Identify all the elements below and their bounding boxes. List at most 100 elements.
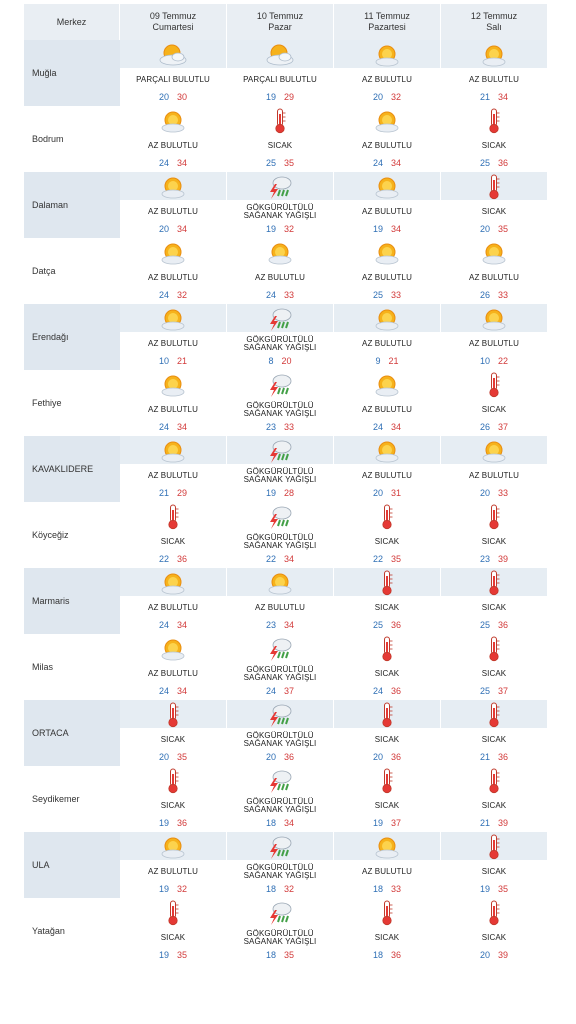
forecast-description: GÖKGÜRÜLTÜLÜ SAĞANAK YAĞIŞLI	[243, 533, 317, 550]
max-temperature: 35	[177, 950, 188, 960]
sun-cloud-icon	[160, 172, 186, 202]
temperature-range: 24 36	[373, 684, 401, 698]
sun-cloud-icon	[374, 238, 400, 268]
min-temperature: 20	[479, 488, 490, 498]
thunderstorm-icon	[266, 370, 294, 400]
forecast-cell: SICAK 19 35	[120, 898, 227, 964]
min-temperature: 26	[479, 422, 490, 432]
forecast-description: GÖKGÜRÜLTÜLÜ SAĞANAK YAĞIŞLI	[243, 731, 317, 748]
forecast-description: AZ BULUTLU	[362, 141, 412, 150]
max-temperature: 34	[177, 422, 188, 432]
forecast-description: SICAK	[481, 801, 507, 810]
city-name: Seydikemer	[32, 794, 80, 804]
thermometer-icon	[380, 766, 394, 796]
thermometer-icon	[487, 502, 501, 532]
max-temperature: 36	[177, 818, 188, 828]
thermometer-icon	[166, 502, 180, 532]
forecast-description: AZ BULUTLU	[148, 405, 198, 414]
thermometer-icon	[487, 370, 501, 400]
max-temperature: 20	[281, 356, 292, 366]
city-row: Bodrum AZ BULUTLU 24 34 SICAK 25 35 AZ BULUTLU 2…	[24, 106, 548, 172]
header-date: 11 Temmuz	[364, 11, 410, 21]
temperature-range: 21 29	[159, 486, 187, 500]
forecast-description: GÖKGÜRÜLTÜLÜ SAĞANAK YAĞIŞLI	[243, 401, 317, 418]
temperature-range: 18 33	[373, 882, 401, 896]
thunderstorm-icon	[266, 898, 294, 928]
min-temperature: 25	[479, 620, 490, 630]
temperature-range: 22 36	[159, 552, 187, 566]
temperature-range: 21 39	[480, 816, 508, 830]
forecast-cell: AZ BULUTLU 24 34	[334, 106, 441, 172]
forecast-cell: AZ BULUTLU 20 33	[441, 436, 548, 502]
city-name: Muğla	[24, 40, 120, 106]
max-temperature: 29	[284, 92, 295, 102]
temperature-range: 24 34	[373, 156, 401, 170]
sun-cloud-icon	[481, 40, 507, 70]
forecast-cell: AZ BULUTLU 20 32	[334, 40, 441, 106]
temperature-range: 20 33	[480, 486, 508, 500]
max-temperature: 29	[177, 488, 188, 498]
temperature-range: 24 34	[373, 420, 401, 434]
forecast-description: SICAK	[481, 141, 507, 150]
forecast-cell: AZ BULUTLU 24 32	[120, 238, 227, 304]
header-weekday: Pazar	[268, 22, 292, 32]
forecast-cell: SICAK 20 39	[441, 898, 548, 964]
min-temperature: 25	[372, 290, 383, 300]
forecast-cell: SICAK 24 36	[334, 634, 441, 700]
forecast-header: Merkez 09 Temmuz Cumartesi 10 Temmuz Paz…	[24, 4, 548, 40]
temperature-range: 24 34	[159, 420, 187, 434]
sun-cloud-icon	[160, 106, 186, 136]
forecast-description: AZ BULUTLU	[148, 603, 198, 612]
forecast-cell: AZ BULUTLU 25 33	[334, 238, 441, 304]
min-temperature: 19	[265, 92, 276, 102]
min-temperature: 19	[158, 818, 169, 828]
min-temperature: 24	[158, 422, 169, 432]
max-temperature: 35	[177, 752, 188, 762]
temperature-range: 24 34	[159, 618, 187, 632]
header-city-label: Merkez	[24, 4, 120, 40]
min-temperature: 21	[479, 818, 490, 828]
temperature-range: 24 34	[159, 156, 187, 170]
min-temperature: 18	[265, 818, 276, 828]
city-name: ULA	[24, 832, 120, 898]
forecast-cell: AZ BULUTLU 18 33	[334, 832, 441, 898]
thunderstorm-icon	[266, 634, 294, 664]
max-temperature: 37	[498, 686, 509, 696]
max-temperature: 34	[177, 686, 188, 696]
forecast-cell: GÖKGÜRÜLTÜLÜ SAĞANAK YAĞIŞLI 19 32	[227, 172, 334, 238]
forecast-description: SICAK	[481, 207, 507, 216]
forecast-cell: SICAK 21 39	[441, 766, 548, 832]
max-temperature: 39	[498, 818, 509, 828]
city-name: Köyceğiz	[32, 530, 69, 540]
forecast-cell: SICAK 26 37	[441, 370, 548, 436]
temperature-range: 25 37	[480, 684, 508, 698]
min-temperature: 24	[158, 686, 169, 696]
max-temperature: 31	[391, 488, 402, 498]
max-temperature: 39	[498, 950, 509, 960]
max-temperature: 39	[498, 554, 509, 564]
partly-cloudy-icon	[158, 40, 188, 70]
forecast-description: SICAK	[481, 933, 507, 942]
forecast-description: SICAK	[160, 933, 186, 942]
forecast-description: AZ BULUTLU	[362, 471, 412, 480]
max-temperature: 33	[391, 884, 402, 894]
city-row: Marmaris AZ BULUTLU 24 34 AZ BULUTLU 23 34 SICA…	[24, 568, 548, 634]
forecast-cell: GÖKGÜRÜLTÜLÜ SAĞANAK YAĞIŞLI 18 32	[227, 832, 334, 898]
max-temperature: 33	[498, 488, 509, 498]
min-temperature: 19	[372, 224, 383, 234]
forecast-description: PARÇALI BULUTLU	[243, 75, 317, 84]
thermometer-icon	[273, 106, 287, 136]
forecast-cell: AZ BULUTLU 24 34	[120, 634, 227, 700]
forecast-description: SICAK	[374, 801, 400, 810]
thunderstorm-icon	[266, 436, 294, 466]
thermometer-icon	[166, 766, 180, 796]
min-temperature: 24	[372, 422, 383, 432]
min-temperature: 20	[479, 950, 490, 960]
city-row: Milas AZ BULUTLU 24 34 GÖKGÜRÜLTÜLÜ SAĞANAK …	[24, 634, 548, 700]
thermometer-icon	[380, 634, 394, 664]
forecast-description: GÖKGÜRÜLTÜLÜ SAĞANAK YAĞIŞLI	[243, 929, 317, 946]
temperature-range: 24 34	[159, 684, 187, 698]
sun-cloud-icon	[481, 304, 507, 334]
header-day-1: 09 Temmuz Cumartesi	[120, 4, 227, 40]
thermometer-icon	[487, 172, 501, 202]
